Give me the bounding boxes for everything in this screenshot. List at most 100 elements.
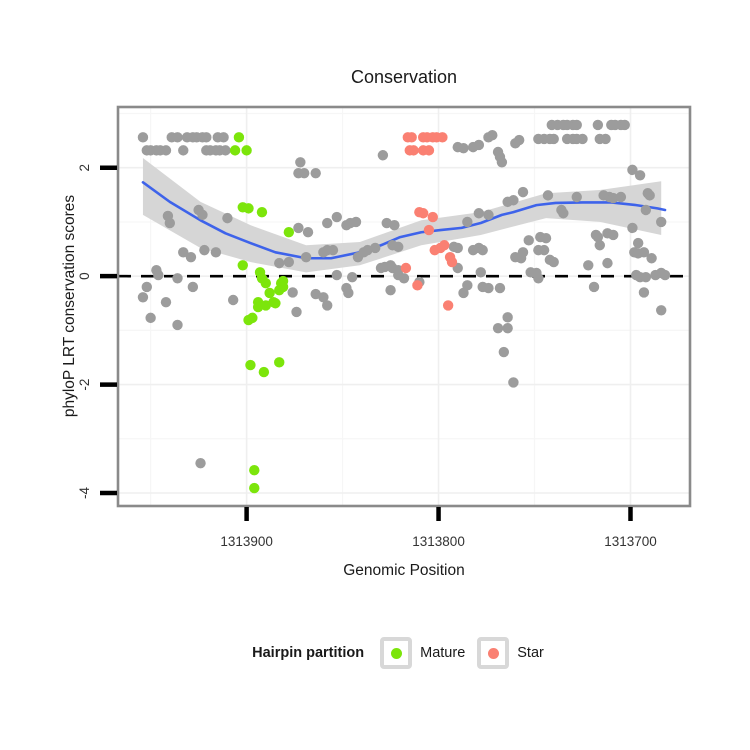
data-point-other <box>160 296 172 308</box>
data-point-other <box>640 272 652 283</box>
legend-key-star <box>477 637 510 669</box>
data-point-other <box>638 247 650 258</box>
mature-dot-icon <box>390 647 402 659</box>
data-point-other <box>619 119 630 131</box>
data-point-other <box>283 256 295 268</box>
data-point-other <box>517 186 529 198</box>
data-point-other <box>634 170 646 181</box>
data-point-star <box>423 145 435 156</box>
data-point-other <box>172 132 183 143</box>
data-point-other <box>172 319 183 331</box>
data-point-other <box>137 132 149 143</box>
x-tick-label: 1313700 <box>604 534 657 549</box>
legend-label-mature: Mature <box>420 645 466 661</box>
data-point-other <box>594 240 605 251</box>
data-point-other <box>322 300 333 311</box>
data-point-star <box>408 145 419 156</box>
data-point-other <box>153 269 164 281</box>
data-point-other <box>160 145 172 156</box>
legend-key-mature <box>380 637 413 669</box>
data-point-other <box>291 306 302 318</box>
data-point-other <box>602 257 613 269</box>
data-point-mature <box>229 145 241 156</box>
legend-item-star: Star <box>477 637 544 669</box>
x-axis-title: Genomic Position <box>343 562 465 579</box>
data-point-other <box>274 257 285 269</box>
data-point-other <box>644 190 655 201</box>
data-point-other <box>542 190 554 201</box>
confidence-ribbon <box>142 157 662 273</box>
data-point-star <box>437 132 448 143</box>
data-point-other <box>492 322 504 334</box>
data-point-other <box>640 204 652 216</box>
data-point-other <box>201 132 212 143</box>
data-point-other <box>178 247 189 258</box>
data-point-star <box>406 132 417 143</box>
data-point-star <box>427 211 438 223</box>
data-point-other <box>494 282 506 294</box>
data-point-other <box>577 133 588 145</box>
data-point-other <box>185 251 197 263</box>
data-point-other <box>197 209 208 221</box>
data-point-other <box>638 287 650 298</box>
data-point-other <box>327 244 339 256</box>
data-point-other <box>343 287 354 299</box>
data-point-other <box>346 272 358 283</box>
data-point-mature <box>260 300 271 311</box>
data-point-other <box>483 209 494 221</box>
data-point-other <box>298 167 310 179</box>
data-point-other <box>178 145 189 156</box>
star-dot-icon <box>487 647 499 659</box>
data-point-other <box>515 253 527 264</box>
data-point-other <box>487 129 498 141</box>
data-point-other <box>646 253 657 264</box>
data-point-other <box>483 282 494 294</box>
data-point-other <box>558 208 569 219</box>
data-point-other <box>462 216 473 228</box>
data-point-other <box>458 143 469 154</box>
x-tick-label: 1313800 <box>412 534 465 549</box>
data-point-other <box>141 281 152 293</box>
data-point-other <box>322 217 333 229</box>
data-point-star <box>423 224 435 236</box>
data-point-star <box>442 300 454 311</box>
data-point-mature <box>256 206 268 218</box>
data-point-mature <box>258 366 270 378</box>
data-point-other <box>370 242 381 254</box>
data-point-other <box>295 157 306 168</box>
data-point-other <box>656 216 667 228</box>
data-point-other <box>508 195 519 206</box>
data-point-other <box>137 292 149 303</box>
data-point-mature <box>241 145 252 156</box>
y-tick-label: -2 <box>77 379 92 391</box>
data-point-other <box>533 273 544 284</box>
panel-border <box>116 105 692 508</box>
data-point-other <box>293 222 304 234</box>
data-point-mature <box>274 357 285 368</box>
data-point-other <box>608 229 619 241</box>
data-point-other <box>615 191 627 203</box>
data-point-other <box>218 132 229 143</box>
data-point-other <box>385 285 396 296</box>
data-point-other <box>627 164 638 176</box>
data-point-other <box>310 167 321 179</box>
data-point-mature <box>270 298 281 309</box>
data-point-other <box>523 235 534 246</box>
y-tick-label: -4 <box>77 487 92 499</box>
y-tick-label: 0 <box>77 272 92 280</box>
legend-label-star: Star <box>517 645 544 661</box>
data-point-other <box>571 119 582 131</box>
data-point-other <box>287 287 298 298</box>
data-point-other <box>548 256 559 268</box>
data-point-other <box>187 281 199 293</box>
data-point-other <box>608 192 619 204</box>
data-point-other <box>592 119 604 131</box>
data-point-mature <box>249 482 260 494</box>
data-point-other <box>632 237 644 249</box>
data-point-other <box>331 211 343 223</box>
plot-title: Conservation <box>350 67 458 87</box>
data-point-mature <box>233 132 245 143</box>
data-point-other <box>452 242 463 254</box>
data-point-mature <box>243 314 254 326</box>
